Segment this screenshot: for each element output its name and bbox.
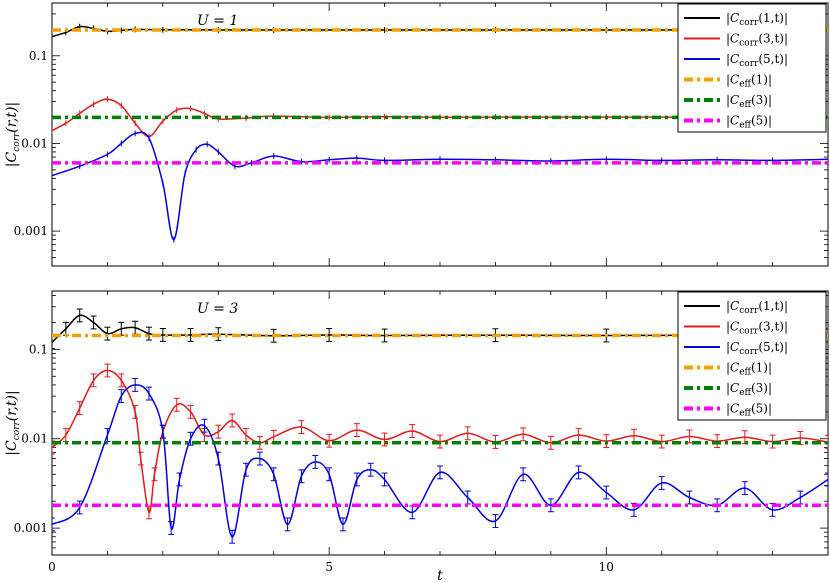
- y-tick-label: 0.1: [29, 342, 48, 356]
- y-tick-label: 0.001: [14, 224, 48, 238]
- legend-box: [677, 291, 827, 421]
- chart-panel-2: 0.001 0.01 0.1 0 5 10 |Ccorr(r,t)| U = 3 |Ccorr(…: [4, 290, 829, 574]
- x-axis-label: t: [437, 568, 443, 583]
- legend-label-2: |Ccorr(3,t)|: [726, 320, 788, 337]
- legend-label-4: |Ceff(1)|: [726, 361, 772, 378]
- y-tick-label: 0.01: [21, 136, 48, 150]
- y-axis-label: |Ccorr(r,t)|: [4, 390, 22, 455]
- legend: |Ccorr(1,t)| |Ccorr(3,t)| |Ccorr(5,t)| |Cef…: [677, 3, 827, 133]
- panel-annotation: U = 1: [197, 13, 238, 29]
- y-axis-label: |Ccorr(r,t)|: [4, 102, 22, 167]
- legend-label-3: |Ccorr(5,t)|: [726, 340, 788, 357]
- series-line-3: [52, 131, 828, 241]
- legend-label-6: |Ceff(5)|: [726, 114, 772, 131]
- panel-annotation: U = 3: [197, 301, 238, 317]
- legend-label-2: |Ccorr(3,t)|: [726, 32, 788, 49]
- legend: |Ccorr(1,t)| |Ccorr(3,t)| |Ccorr(5,t)| |Cef…: [677, 291, 827, 421]
- chart-panel-1: 0.001 0.01 0.1 |Ccorr(r,t)| U = 1 |Ccorr(1,t)…: [4, 2, 829, 267]
- y-tick-label: 0.1: [29, 49, 48, 63]
- x-tick-label: 5: [325, 560, 333, 574]
- legend-box: [677, 3, 827, 133]
- legend-label-5: |Ceff(3)|: [726, 381, 772, 398]
- y-tick-label: 0.01: [21, 432, 48, 446]
- legend-label-3: |Ccorr(5,t)|: [726, 52, 788, 69]
- x-tick-label: 10: [599, 560, 614, 574]
- series-line-3: [52, 384, 828, 538]
- y-tick-label: 0.001: [14, 521, 48, 535]
- x-tick-label: 0: [48, 560, 56, 574]
- legend-label-1: |Ccorr(1,t)|: [726, 299, 788, 316]
- legend-label-4: |Ceff(1)|: [726, 73, 772, 90]
- legend-label-5: |Ceff(3)|: [726, 93, 772, 110]
- legend-label-6: |Ceff(5)|: [726, 402, 772, 419]
- legend-label-1: |Ccorr(1,t)|: [726, 11, 788, 28]
